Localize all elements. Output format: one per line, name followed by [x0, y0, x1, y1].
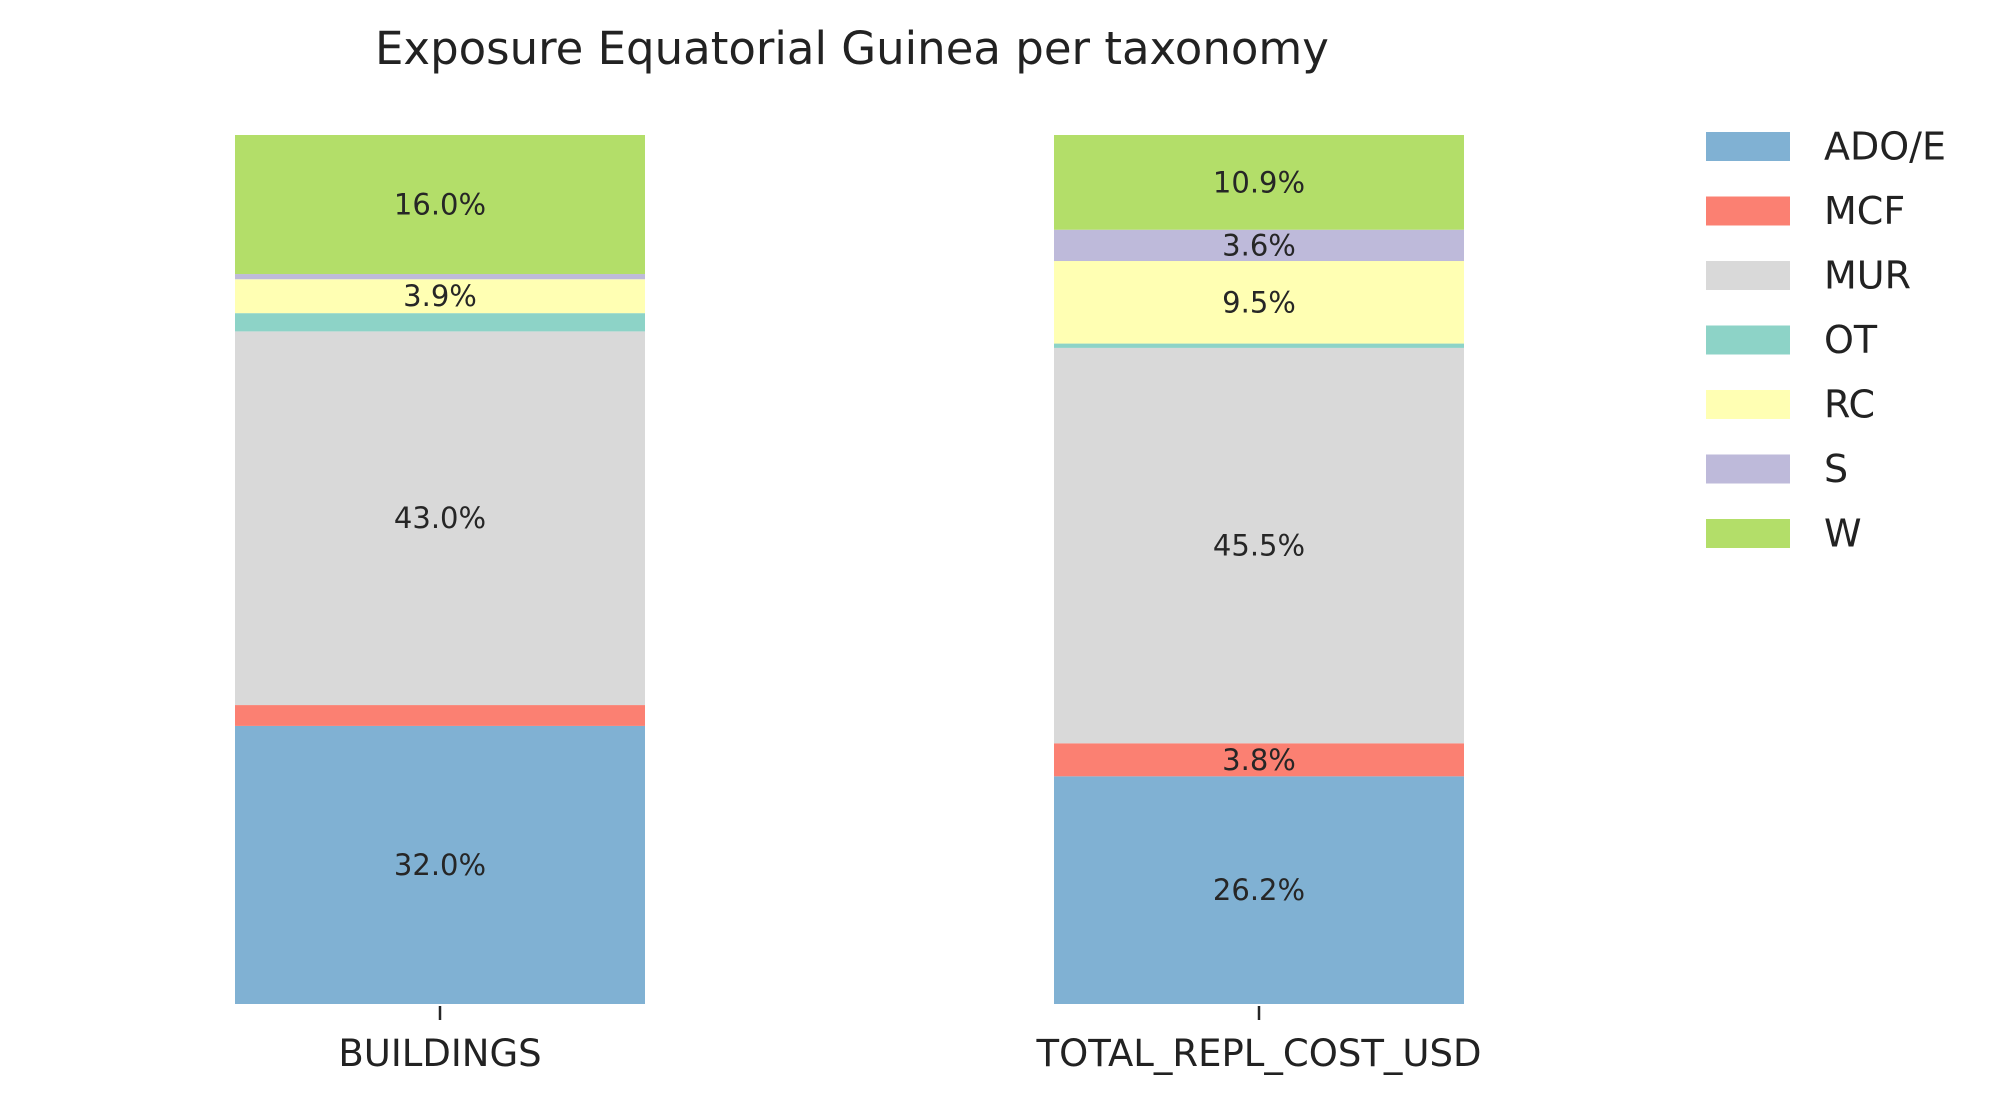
bar-segment-s-2: [1054, 229, 1464, 262]
legend-swatch: [1706, 454, 1790, 484]
bar-segment-mcf-2: [1054, 743, 1464, 777]
x-tick-label: TOTAL_REPL_COST_USD: [1036, 1032, 1482, 1075]
bar-segment-ado-e-1: [235, 725, 645, 1004]
legend-swatch: [1706, 196, 1790, 226]
legend-label: ADO/E: [1824, 125, 1946, 169]
legend-swatch: [1706, 261, 1790, 290]
legend-label: MUR: [1824, 254, 1911, 298]
bar-segment-ot-2: [1054, 343, 1464, 348]
legend: ADO/E MCF MUR OT RC SW: [1706, 125, 1946, 556]
bar-segment-w-2: [1054, 135, 1464, 230]
legend-swatch: [1706, 132, 1790, 161]
data-label: 3.6%: [1222, 228, 1296, 262]
chart-title: Exposure Equatorial Guinea per taxonomy: [375, 22, 1329, 75]
legend-label: RC: [1824, 383, 1875, 427]
data-label: 3.8%: [1222, 743, 1296, 777]
data-label: 32.0%: [394, 848, 486, 882]
bar-segment-mur-1: [235, 331, 645, 706]
bar-segment-ot-1: [235, 313, 645, 332]
bar-segment-rc-1: [235, 279, 645, 314]
data-label: 45.5%: [1213, 529, 1305, 563]
bar-segment-mcf-1: [235, 705, 645, 726]
bar-segment-s-1: [235, 274, 645, 280]
data-label: 26.2%: [1213, 873, 1305, 907]
bar-segment-mur-2: [1054, 347, 1464, 744]
data-label: 16.0%: [394, 188, 486, 222]
bar-segment-rc-2: [1054, 261, 1464, 344]
legend-label: OT: [1824, 318, 1878, 362]
x-tick-label: BUILDINGS: [338, 1032, 541, 1075]
bar-segment-w-1: [235, 135, 645, 275]
legend-label: W: [1824, 512, 1862, 556]
x-axis: BUILDINGS TOTAL_REPL_COST_USD: [338, 1006, 1482, 1075]
bars-layer: 32.0% 43.0% 3.9% 16.0% 26.2% 3.8% 45.5% 9.5% 3.6…: [235, 135, 1464, 1004]
data-label: 3.9%: [403, 279, 477, 313]
data-label: 43.0%: [394, 501, 486, 535]
data-label: 9.5%: [1222, 285, 1296, 319]
legend-label: S: [1824, 447, 1848, 491]
legend-swatch: [1706, 390, 1790, 419]
legend-swatch: [1706, 519, 1790, 548]
bar-segment-ado-e-2: [1054, 776, 1464, 1004]
data-label: 10.9%: [1213, 165, 1305, 199]
legend-label: MCF: [1824, 189, 1905, 233]
legend-swatch: [1706, 325, 1790, 355]
